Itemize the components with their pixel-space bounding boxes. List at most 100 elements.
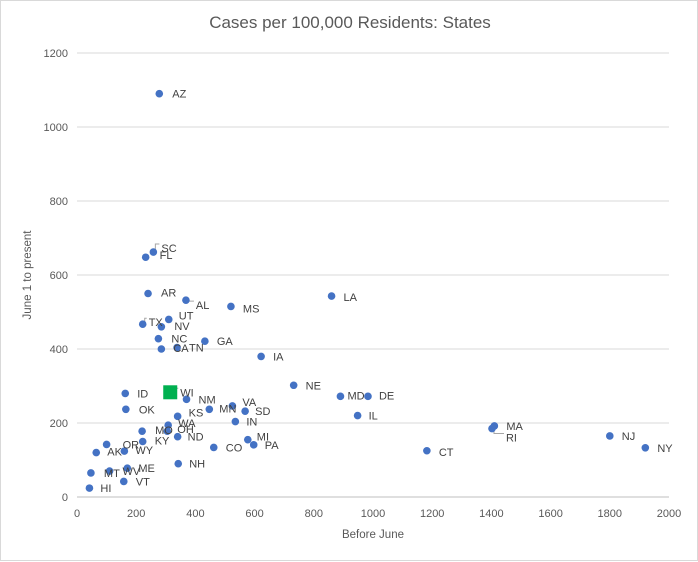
- point-label: WV: [123, 466, 141, 478]
- point-label: NV: [174, 321, 190, 333]
- point-label: AK: [107, 447, 122, 459]
- data-point: [227, 302, 235, 311]
- point-label: MN: [219, 403, 236, 415]
- data-point: [228, 402, 237, 410]
- data-point: [249, 441, 258, 449]
- data-point: [201, 337, 209, 346]
- y-tick-label: 600: [50, 270, 68, 282]
- point-label: ND: [188, 432, 204, 444]
- point-label: VA: [242, 397, 257, 409]
- data-point: [241, 407, 249, 415]
- x-tick-label: 0: [74, 508, 80, 520]
- x-tick-label: 2000: [657, 508, 681, 520]
- gridlines: [77, 52, 669, 424]
- point-label: TX: [149, 317, 164, 329]
- point-label: MT: [104, 468, 120, 480]
- point-label: MS: [243, 303, 259, 315]
- data-point: [488, 424, 496, 433]
- data-point-highlighted: [163, 385, 178, 400]
- point-label: MD: [347, 390, 364, 402]
- x-tick-label: 1600: [538, 508, 562, 520]
- data-point: [336, 392, 345, 401]
- point-label: NY: [657, 443, 673, 455]
- point-label: MI: [257, 432, 269, 444]
- data-point: [353, 411, 362, 420]
- x-tick-label: 200: [127, 508, 145, 520]
- point-label: RI: [506, 433, 517, 445]
- data-point: [138, 437, 147, 446]
- point-label: NJ: [622, 431, 635, 443]
- data-point: [182, 296, 190, 304]
- point-label: IL: [369, 411, 378, 423]
- data-point: [155, 89, 164, 98]
- point-label: AL: [196, 300, 209, 312]
- data-point: [163, 427, 172, 435]
- data-point: [327, 292, 336, 300]
- data-point: [154, 334, 163, 343]
- point-label: CT: [439, 447, 454, 459]
- point-label: AZ: [172, 89, 186, 101]
- point-label: NE: [306, 380, 321, 392]
- point-label: HI: [100, 483, 111, 495]
- point-label: UT: [179, 310, 194, 322]
- data-point: [157, 323, 166, 331]
- data-point: [92, 448, 101, 457]
- point-label: IA: [273, 351, 284, 363]
- data-point: [364, 392, 372, 401]
- point-label: OR: [123, 439, 140, 451]
- point-label: MO: [155, 425, 173, 437]
- point-label: MA: [506, 421, 523, 433]
- y-tick-label: 800: [50, 196, 68, 208]
- point-label: KS: [189, 407, 204, 419]
- data-point: [173, 432, 182, 441]
- data-point: [85, 484, 94, 492]
- data-point: [105, 467, 114, 475]
- point-label: LA: [344, 292, 358, 304]
- point-label: TN: [189, 343, 204, 355]
- point-label: OH: [177, 424, 194, 436]
- point-label: NM: [199, 394, 216, 406]
- y-tick-label: 200: [50, 418, 68, 430]
- point-label: NC: [171, 334, 187, 346]
- data-point: [123, 464, 132, 472]
- x-tick-label: 1200: [420, 508, 444, 520]
- data-point: [119, 477, 128, 486]
- point-label: VT: [136, 476, 150, 488]
- data-point: [257, 352, 265, 361]
- x-tick-label: 600: [245, 508, 263, 520]
- data-point: [138, 427, 146, 435]
- data-point: [205, 405, 214, 414]
- data-point: [173, 343, 181, 352]
- data-point: [423, 446, 431, 455]
- x-tick-label: 1400: [479, 508, 503, 520]
- y-tick-label: 0: [62, 492, 68, 504]
- point-label: ID: [137, 388, 148, 400]
- data-point: [289, 381, 298, 390]
- data-point: [157, 345, 166, 353]
- point-label: AR: [161, 288, 176, 300]
- point-label: IN: [246, 417, 257, 429]
- data-point: [173, 412, 182, 421]
- point-label: SD: [255, 406, 270, 418]
- data-point: [121, 389, 130, 398]
- y-axis-title: June 1 to present: [22, 230, 34, 320]
- point-label: WY: [135, 445, 153, 457]
- point-label: KY: [155, 436, 170, 448]
- data-point: [606, 432, 614, 440]
- data-point: [138, 320, 147, 329]
- data-point: [174, 459, 183, 468]
- point-label: SC: [161, 243, 176, 255]
- x-tick-label: 1000: [361, 508, 385, 520]
- x-tick-label: 1800: [598, 508, 622, 520]
- chart-title: Cases per 100,000 Residents: States: [209, 13, 491, 32]
- point-label: DE: [379, 390, 394, 402]
- point-label: ME: [138, 463, 155, 475]
- data-point: [149, 248, 158, 256]
- data-point: [120, 447, 129, 455]
- point-label: CO: [226, 442, 243, 454]
- data-point: [102, 440, 111, 449]
- data-point: [209, 443, 218, 452]
- y-tick-label: 400: [50, 344, 68, 356]
- point-label: WI: [180, 387, 193, 399]
